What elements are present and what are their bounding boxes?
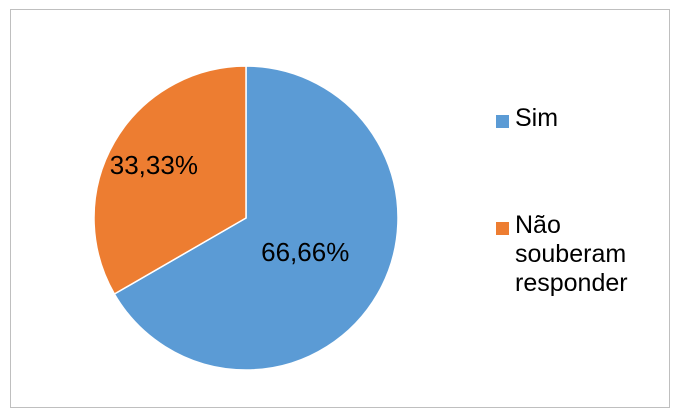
- legend-swatch-nao-souberam-responder: [496, 222, 509, 235]
- legend-swatch-sim: [496, 115, 509, 128]
- legend-label-nao-souberam-responder: Não souberam responder: [515, 211, 628, 297]
- pie-data-label-0: 66,66%: [261, 237, 349, 267]
- pie-data-label-1: 33,33%: [110, 150, 198, 180]
- legend-item-sim: Sim: [496, 104, 676, 133]
- pie-data-labels: 66,66% 33,33%: [110, 150, 350, 267]
- legend-item-nao-souberam-responder: Não souberam responder: [496, 211, 676, 298]
- pie-slices: [93, 65, 399, 371]
- legend-label-sim: Sim: [515, 104, 559, 132]
- pie-slice-0: [113, 65, 399, 371]
- legend: Sim Não souberam responder: [496, 104, 676, 298]
- pie-slice-1: [93, 65, 247, 296]
